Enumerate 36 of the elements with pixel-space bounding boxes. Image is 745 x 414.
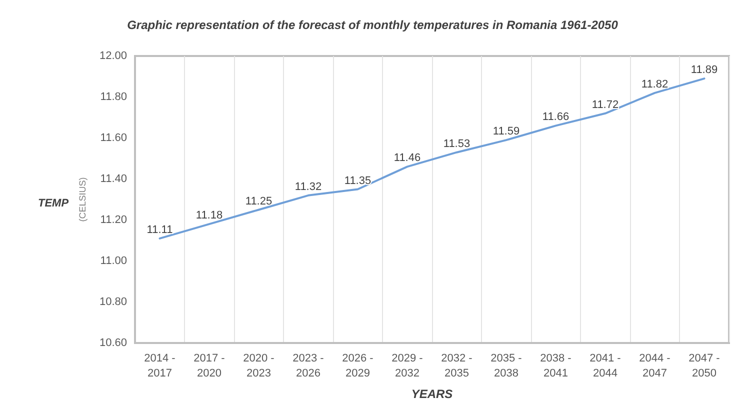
y-axis-title: (CELSIUS) bbox=[78, 177, 88, 222]
x-tick-label: 2038 - 2041 bbox=[540, 352, 572, 380]
data-label: 11.53 bbox=[443, 138, 470, 150]
data-label: 11.32 bbox=[294, 180, 322, 193]
data-label: 11.11 bbox=[146, 224, 173, 236]
data-label: 11.35 bbox=[344, 174, 372, 187]
x-tick-label: 2035 - 2038 bbox=[490, 352, 522, 380]
data-label: 11.46 bbox=[394, 152, 421, 164]
data-label: 11.25 bbox=[245, 195, 272, 208]
x-tick-label: 2026 - 2029 bbox=[342, 352, 374, 380]
y-tick-label: 10.60 bbox=[99, 337, 127, 349]
y-tick-label: 11.60 bbox=[100, 132, 127, 144]
x-tick-label: 2029 - 2032 bbox=[392, 352, 424, 380]
y-tick-label: 12.00 bbox=[99, 50, 127, 62]
data-label: 11.89 bbox=[690, 64, 718, 76]
x-tick-label: 2041 - 2044 bbox=[590, 352, 622, 380]
y-tick-label: 11.00 bbox=[100, 255, 127, 267]
data-label: 11.72 bbox=[592, 98, 619, 111]
chart-title: Graphic representation of the forecast of monthly temperatures in Romania 1961-2050 bbox=[127, 18, 618, 32]
data-label: 11.82 bbox=[641, 78, 668, 90]
data-label: 11.59 bbox=[492, 126, 520, 138]
x-tick-label: 2017 - 2020 bbox=[194, 352, 226, 380]
x-tick-label: 2047 - 2050 bbox=[688, 352, 720, 380]
x-tick-label: 2023 - 2026 bbox=[292, 352, 324, 380]
data-label: 11.18 bbox=[196, 210, 223, 222]
y-tick-label: 11.40 bbox=[100, 173, 127, 185]
x-tick-label: 2032 - 2035 bbox=[441, 352, 473, 380]
text: TEMP bbox=[38, 198, 70, 210]
x-tick-label: 2014 - 2017 bbox=[144, 352, 176, 380]
y-tick-label: 11.80 bbox=[100, 91, 127, 103]
x-axis-title: YEARS bbox=[411, 387, 453, 401]
y-tick-label: 10.80 bbox=[99, 296, 127, 308]
x-tick-label: 2044 - 2047 bbox=[639, 352, 671, 380]
data-label: 11.66 bbox=[542, 111, 570, 124]
y-tick-label: 11.20 bbox=[100, 214, 127, 226]
x-tick-label: 2020 - 2023 bbox=[243, 352, 275, 380]
